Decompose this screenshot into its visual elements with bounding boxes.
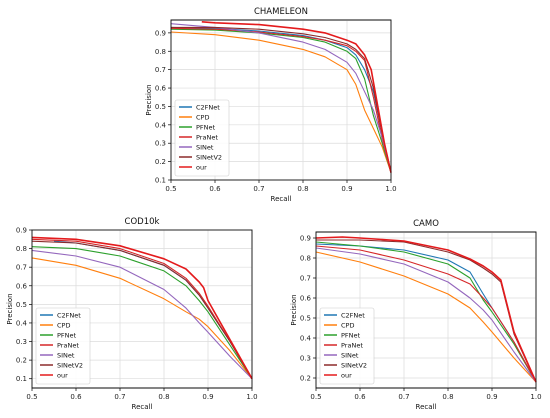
chart-title: CAMO [413, 219, 439, 229]
x-tick-label: 0.9 [486, 393, 497, 401]
x-tick-label: 0.9 [202, 393, 213, 401]
series-line-cpd [31, 257, 253, 380]
y-tick-label: 0.2 [16, 357, 27, 365]
y-axis-label: Precision [290, 294, 298, 325]
y-tick-label: 0.7 [16, 264, 27, 272]
y-tick-label: 0.9 [155, 29, 166, 37]
x-tick-label: 0.6 [209, 185, 221, 193]
x-tick-label: 1.0 [246, 393, 257, 401]
series-line-our [201, 21, 392, 173]
y-tick-label: 0.3 [155, 140, 166, 148]
x-tick-label: 0.8 [297, 185, 308, 193]
chart-title: CHAMELEON [254, 7, 308, 17]
series-line-sinet [170, 23, 392, 173]
legend-label: C2FNet [341, 312, 365, 320]
x-axis-label: Recall [416, 403, 437, 411]
y-tick-label: 0.6 [155, 85, 167, 93]
legend-label: PraNet [196, 134, 218, 142]
y-tick-label: 0.4 [16, 319, 28, 327]
legend-label: SINet [57, 352, 75, 360]
y-tick-label: 0.3 [16, 338, 27, 346]
y-tick-label: 0.1 [16, 375, 27, 383]
series-line-cpd [170, 31, 392, 173]
x-tick-label: 0.6 [70, 393, 82, 401]
x-tick-label: 0.9 [341, 185, 352, 193]
y-tick-label: 0.3 [300, 355, 311, 363]
legend-label: PraNet [57, 342, 79, 350]
legend-label: PFNet [196, 124, 216, 132]
chart-camo: 0.5 0.6 0.7 0.8 0.9 1.0 0.2 0.3 0.4 0.5 0.6 0.7 0.8 0… [290, 219, 542, 411]
chart-title: COD10k [125, 217, 160, 227]
y-tick-label: 0.5 [16, 301, 27, 309]
series-line-pfnet [31, 246, 253, 380]
y-tick-label: 0.8 [300, 255, 311, 263]
legend-label: C2FNet [196, 104, 220, 112]
legend-label: SINetV2 [196, 154, 222, 162]
series-line-pranet [315, 245, 537, 383]
x-tick-label: 0.8 [442, 393, 453, 401]
legend-label: our [196, 164, 207, 172]
legend-label: SINetV2 [57, 362, 83, 370]
legend: C2FNet CPD PFNet PraNet SINet SINetV2 our [174, 99, 230, 177]
plot-frame [170, 19, 392, 181]
y-axis-label: Precision [145, 84, 153, 115]
series-line-sinet [31, 249, 253, 380]
x-axis-label: Recall [132, 403, 153, 411]
y-tick-label: 0.1 [155, 177, 166, 185]
y-tick-label: 0.5 [300, 315, 311, 323]
legend: C2FNet CPD PFNet PraNet SINet SINetV2 our [319, 307, 375, 385]
legend-label: CPD [341, 322, 354, 330]
chart-cod10k: 0.5 0.6 0.7 0.8 0.9 1.0 0.1 0.2 0.3 0.4 0.5 0.6 0.7 0… [6, 217, 258, 411]
y-axis-label: Precision [6, 293, 14, 324]
y-tick-label: 0.5 [155, 103, 166, 111]
x-tick-label: 0.5 [310, 393, 321, 401]
legend-label: our [341, 372, 352, 380]
y-tick-label: 0.8 [16, 245, 27, 253]
legend-label: SINet [341, 352, 359, 360]
y-tick-label: 0.4 [300, 335, 312, 343]
x-tick-label: 0.6 [354, 393, 366, 401]
legend-label: PFNet [57, 332, 77, 340]
legend-label: SINetV2 [341, 362, 367, 370]
y-tick-label: 0.7 [155, 66, 166, 74]
y-tick-label: 0.6 [16, 282, 28, 290]
series-line-sinetv2 [171, 26, 392, 173]
series-line-pfnet [170, 28, 392, 173]
series-line-sinetv2 [31, 240, 253, 379]
series-line-pfnet [315, 241, 537, 383]
x-tick-label: 1.0 [385, 185, 396, 193]
y-tick-label: 0.9 [300, 235, 311, 243]
y-tick-label: 0.6 [300, 295, 312, 303]
legend-label: our [57, 372, 68, 380]
legend-label: CPD [57, 322, 70, 330]
y-tick-label: 0.2 [155, 158, 166, 166]
x-tick-label: 0.5 [26, 393, 37, 401]
y-tick-label: 0.2 [300, 375, 311, 383]
x-tick-label: 0.7 [114, 393, 125, 401]
x-tick-label: 0.5 [165, 185, 176, 193]
x-tick-label: 0.7 [398, 393, 409, 401]
x-tick-label: 0.7 [253, 185, 264, 193]
x-tick-label: 1.0 [530, 393, 541, 401]
series-line-cpd [315, 251, 537, 383]
legend-label: CPD [196, 114, 209, 122]
series-line-sinet [315, 247, 537, 383]
series-line-our [315, 236, 537, 383]
legend-label: PFNet [341, 332, 361, 340]
plot-frame [31, 229, 253, 389]
legend-label: C2FNet [57, 312, 81, 320]
x-tick-label: 0.8 [158, 393, 169, 401]
x-axis-label: Recall [271, 195, 292, 203]
legend-label: SINet [196, 144, 214, 152]
y-tick-label: 0.8 [155, 48, 166, 56]
y-tick-label: 0.7 [300, 275, 311, 283]
y-tick-label: 0.9 [16, 227, 27, 235]
series-line-our [31, 236, 253, 380]
plot-frame [315, 231, 537, 389]
y-tick-label: 0.4 [155, 121, 167, 129]
legend: C2FNet CPD PFNet PraNet SINet SINetV2 our [35, 307, 91, 385]
chart-chameleon: 0.5 0.6 0.7 0.8 0.9 1.0 0.1 0.2 0.3 0.4 0.5 0.6 0.7 0… [145, 7, 397, 203]
legend-label: PraNet [341, 342, 363, 350]
